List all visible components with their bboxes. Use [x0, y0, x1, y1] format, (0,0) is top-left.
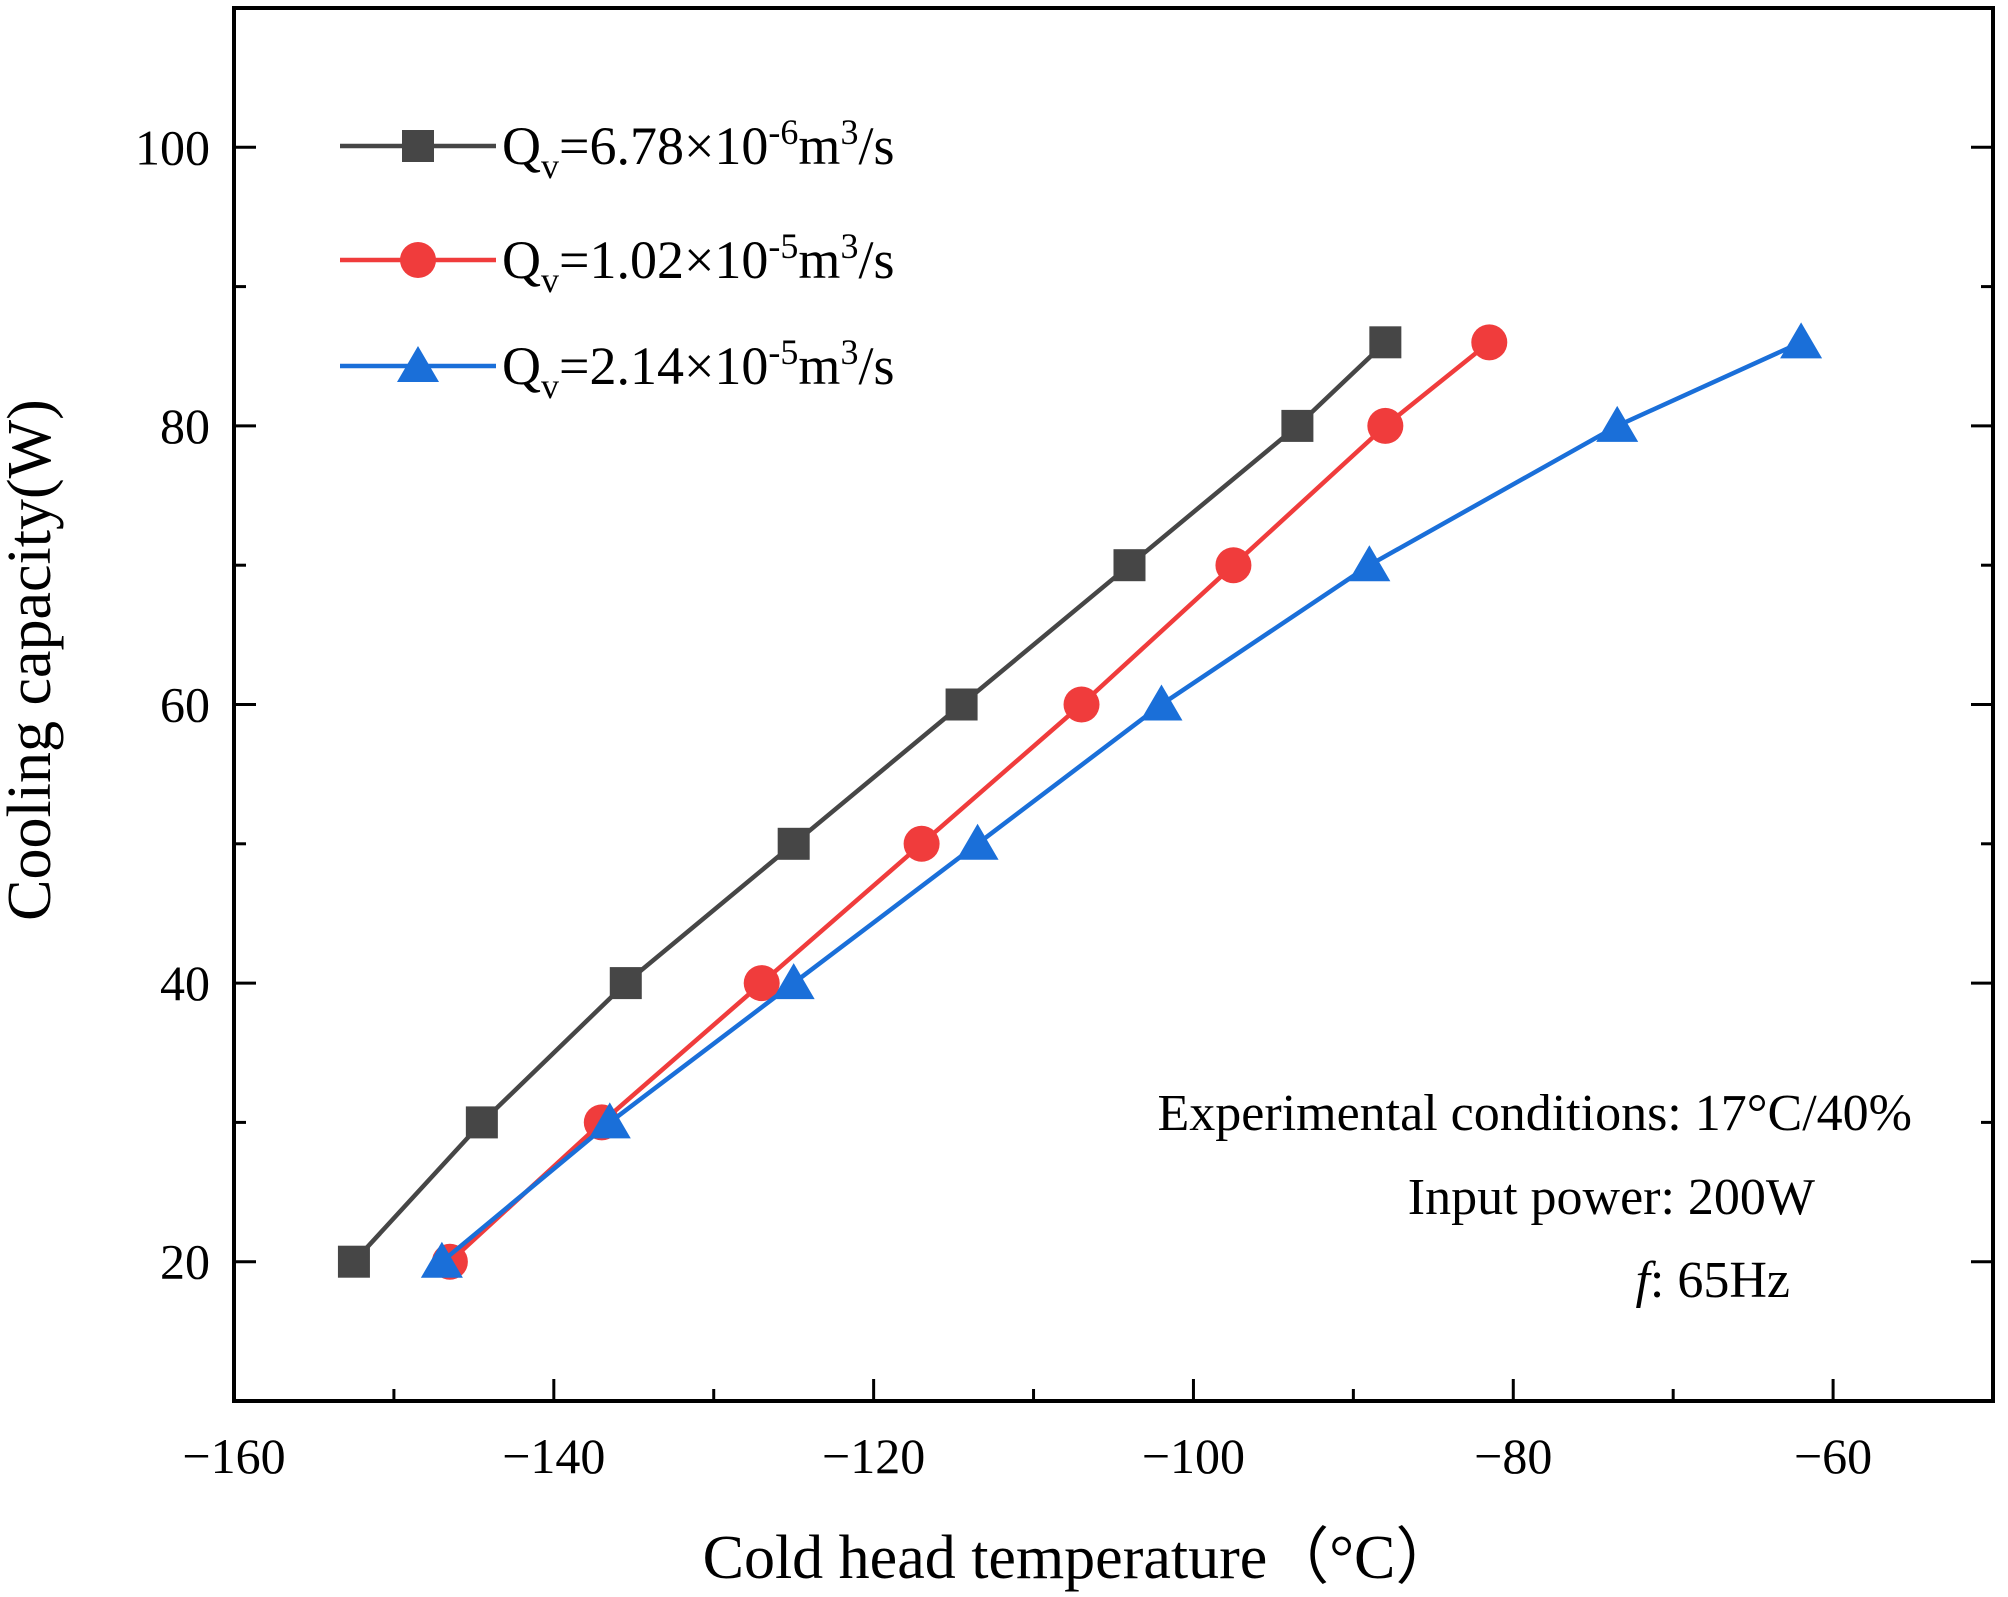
series-3-point — [1348, 545, 1391, 582]
legend-label-part: /s — [858, 336, 894, 396]
x-tick-label: −140 — [502, 1428, 605, 1484]
series-2-point — [743, 965, 780, 1002]
legend-label-part: /s — [858, 230, 894, 290]
legend-label-part: -5 — [768, 226, 798, 266]
y-axis-ticks: 20 40 60 80 100 — [135, 119, 1993, 1290]
series-2-point — [1367, 407, 1404, 444]
series-1-point — [465, 1106, 498, 1139]
x-tick-label: −80 — [1474, 1428, 1552, 1484]
legend-label: Qv=6.78×10-6m3/s — [502, 112, 894, 186]
legend-label-part: m — [798, 116, 840, 176]
series-3-point — [420, 1241, 463, 1278]
series-3-point — [956, 823, 999, 860]
y-tick-label: 60 — [160, 677, 210, 733]
y-tick-label: 80 — [160, 398, 210, 454]
legend-label-part: =6.78×10 — [559, 116, 768, 176]
series-layer — [337, 322, 1823, 1280]
annotation-power: Input power: 200W — [1408, 1169, 1815, 1226]
x-axis-title: Cold head temperature（°C） — [703, 1524, 1458, 1592]
series-3 — [420, 322, 1823, 1278]
legend-label-part: =1.02×10 — [559, 230, 768, 290]
y-tick-label: 40 — [160, 955, 210, 1011]
x-tick-label: −60 — [1794, 1428, 1872, 1484]
legend: Qv=6.78×10-6m3/sQv=1.02×10-5m3/sQv=2.14×… — [340, 112, 894, 406]
legend-label-part: v — [541, 260, 559, 300]
legend-label: Qv=2.14×10-5m3/s — [502, 332, 894, 406]
annotation-conditions: Experimental conditions: 17°C/40% — [1158, 1085, 1912, 1142]
series-1 — [337, 326, 1402, 1278]
y-axis-title: Cooling capacity(W) — [0, 399, 64, 921]
x-tick-label: −120 — [822, 1428, 925, 1484]
series-1-point — [945, 688, 978, 721]
x-tick-label: −100 — [1142, 1428, 1245, 1484]
series-1-point — [1369, 326, 1402, 359]
series-2-point — [1215, 547, 1252, 584]
annotation-block: Experimental conditions: 17°C/40% Input … — [1158, 1085, 1912, 1309]
legend-label-part: v — [541, 146, 559, 186]
legend-label-part: v — [541, 366, 559, 406]
legend-swatch-marker — [397, 346, 439, 382]
series-3-point — [1140, 684, 1183, 721]
series-3-point — [1596, 405, 1639, 442]
legend-label-part: Q — [502, 116, 541, 176]
series-1-line — [352, 340, 1387, 1264]
legend-swatch-marker — [402, 130, 434, 162]
legend-label-part: 3 — [840, 112, 858, 152]
legend-label-part: m — [798, 230, 840, 290]
annotation-frequency: f: 65Hz — [1635, 1252, 1790, 1309]
legend-label-part: /s — [858, 116, 894, 176]
legend-label-part: -5 — [768, 332, 798, 372]
legend-item-1: Qv=6.78×10-6m3/s — [340, 112, 894, 186]
series-1-point — [777, 827, 810, 860]
legend-label-part: Q — [502, 336, 541, 396]
series-3-point — [1780, 322, 1823, 359]
series-3-point — [588, 1102, 631, 1139]
legend-item-3: Qv=2.14×10-5m3/s — [340, 332, 894, 406]
legend-label-part: 3 — [840, 226, 858, 266]
legend-label-part: -6 — [768, 112, 798, 152]
y-tick-label: 100 — [135, 119, 210, 175]
series-3-point — [772, 963, 815, 1000]
legend-item-2: Qv=1.02×10-5m3/s — [340, 226, 894, 300]
legend-label: Qv=1.02×10-5m3/s — [502, 226, 894, 300]
x-axis-ticks: −160 −140 −120 −100 −80 −60 — [182, 1379, 1995, 1484]
series-2-point — [1471, 324, 1508, 361]
series-2-line — [448, 340, 1491, 1264]
series-1-point — [609, 967, 642, 1000]
legend-label-part: Q — [502, 230, 541, 290]
annotation-frequency-value: : 65Hz — [1650, 1252, 1790, 1309]
series-1-point — [337, 1245, 370, 1278]
x-tick-label: −160 — [182, 1428, 285, 1484]
series-3-line — [440, 340, 1803, 1264]
legend-label-part: =2.14×10 — [559, 336, 768, 396]
series-2-point — [1063, 686, 1100, 723]
legend-label-part: m — [798, 336, 840, 396]
series-2-point — [903, 825, 940, 862]
y-tick-label: 20 — [160, 1234, 210, 1290]
legend-swatch-marker — [400, 242, 436, 278]
series-1-point — [1113, 549, 1146, 582]
legend-label-part: 3 — [840, 332, 858, 372]
series-1-point — [1281, 409, 1314, 442]
